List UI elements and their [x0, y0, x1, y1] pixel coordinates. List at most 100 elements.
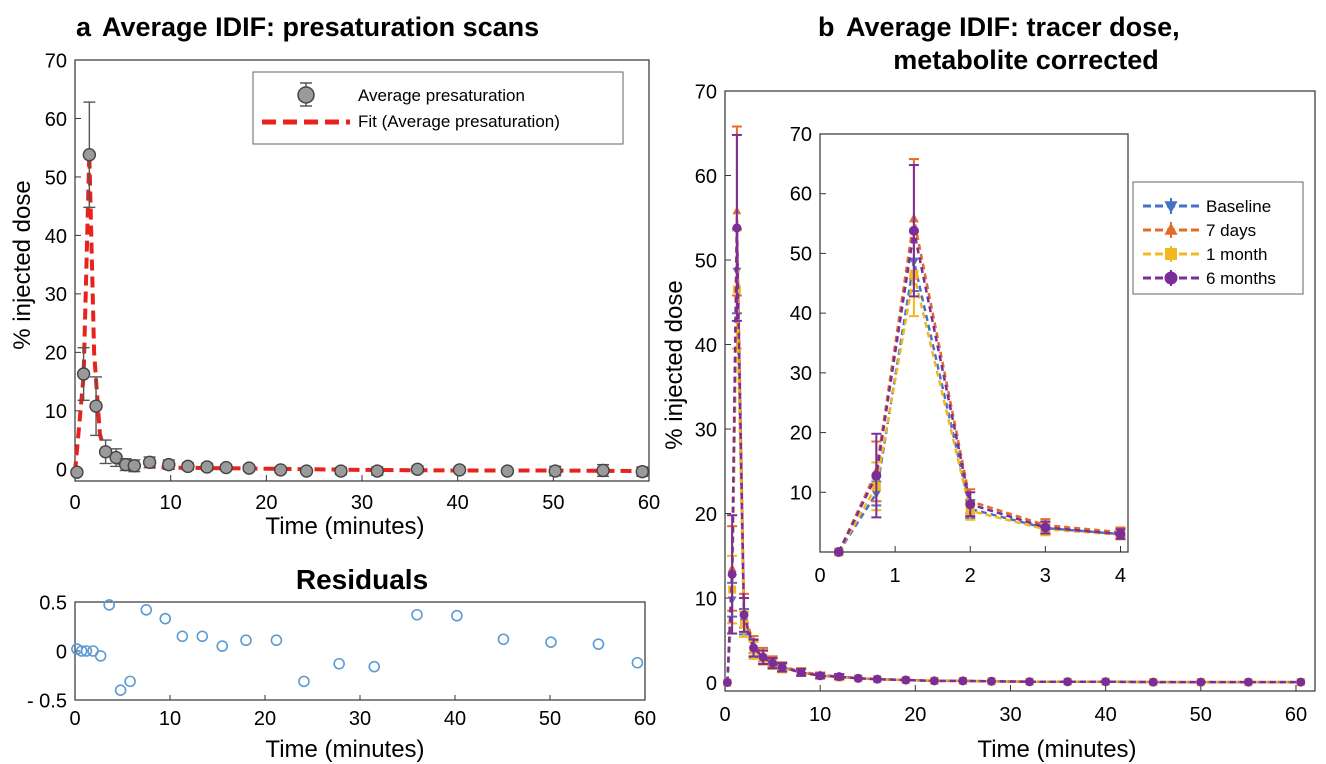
series-marker — [796, 667, 806, 677]
panel-b-title-line-2: metabolite corrected — [893, 45, 1159, 75]
panel-b-y-axis-label: % injected dose — [661, 280, 688, 449]
data-point — [299, 464, 314, 478]
residual-point — [631, 656, 644, 669]
legend-entry-fit: Fit (Average presaturation) — [358, 112, 560, 131]
series-marker — [722, 678, 732, 688]
data-point — [76, 367, 91, 381]
legend-label: 7 days — [1206, 221, 1256, 240]
panel-a-points — [70, 101, 650, 479]
y-tick-label: 50 — [45, 167, 67, 189]
y-tick-label: 0.5 — [39, 592, 67, 614]
series-marker — [727, 569, 737, 579]
series-marker — [732, 223, 742, 233]
data-point — [410, 462, 425, 477]
series-marker — [739, 610, 749, 620]
x-tick-label: 20 — [254, 708, 276, 730]
y-tick-label: 10 — [695, 588, 717, 610]
residual-point — [124, 675, 136, 688]
series-marker — [908, 225, 919, 236]
series-marker — [853, 673, 863, 683]
x-tick-label: 2 — [965, 565, 976, 587]
series-marker — [929, 676, 939, 686]
residual-point — [240, 634, 252, 647]
data-point — [334, 464, 348, 478]
y-tick-label: 60 — [790, 184, 812, 206]
residual-point — [451, 609, 463, 622]
series-marker — [871, 470, 882, 481]
data-point — [82, 148, 97, 162]
x-tick-label: 30 — [349, 708, 371, 730]
residual-point — [333, 657, 345, 670]
x-tick-label: 10 — [809, 704, 831, 726]
residual-point — [216, 640, 229, 652]
data-point — [70, 465, 84, 479]
inset-x-ticks: 0 1 2 3 4 — [814, 546, 1126, 587]
x-tick-label: 60 — [1285, 704, 1307, 726]
series-marker — [815, 671, 825, 681]
residuals-x-axis-label: Time (minutes) — [265, 736, 424, 763]
panel-b-x-axis-label: Time (minutes) — [977, 736, 1136, 763]
residual-point — [114, 684, 127, 697]
residual-point — [80, 645, 93, 657]
y-tick-label: 60 — [45, 109, 67, 131]
x-tick-label: 20 — [255, 492, 277, 514]
panel-a-letter: a — [76, 12, 92, 42]
data-point — [181, 459, 195, 474]
residual-point — [196, 630, 209, 643]
data-point — [635, 464, 650, 479]
series-marker — [1040, 522, 1051, 533]
y-tick-label: 20 — [790, 423, 812, 445]
legend-gray-marker — [297, 86, 315, 104]
x-tick-label: 50 — [539, 708, 561, 730]
x-tick-label: 60 — [634, 708, 656, 730]
panel-a-fit-line — [73, 153, 650, 474]
x-tick-label: 0 — [69, 492, 80, 514]
y-tick-label: 30 — [695, 419, 717, 441]
panel-a-y-ticks: 0 10 20 30 40 50 60 70 — [45, 50, 81, 482]
series-marker — [901, 675, 911, 685]
legend-label: Baseline — [1206, 197, 1271, 216]
data-point — [109, 450, 123, 465]
series-marker — [749, 643, 759, 653]
panel-a-y-axis-label: % injected dose — [9, 180, 36, 349]
inset-frame — [819, 133, 1129, 553]
residuals-y-ticks: - 0.5 0 0.5 — [27, 592, 80, 712]
legend-marker — [1164, 271, 1178, 285]
data-point — [548, 464, 562, 478]
data-point — [219, 460, 233, 475]
x-tick-label: 0 — [69, 708, 80, 730]
residual-point — [411, 608, 423, 621]
y-tick-label: 40 — [790, 303, 812, 325]
residual-point — [176, 630, 189, 643]
y-tick-label: 50 — [695, 250, 717, 272]
x-tick-label: 40 — [447, 492, 469, 514]
series-marker — [1296, 677, 1306, 687]
series-marker — [1148, 677, 1158, 687]
residual-point — [94, 650, 107, 662]
legend-label: 1 month — [1206, 245, 1267, 264]
x-tick-label: 4 — [1115, 565, 1126, 587]
x-tick-label: 30 — [999, 704, 1021, 726]
panel-a-plot: 0 10 20 30 40 50 60 0 10 20 30 40 50 60 70 Time (minu… — [9, 50, 660, 540]
series-marker — [833, 547, 844, 557]
x-tick-label: 40 — [444, 708, 466, 730]
panel-a-x-axis-label: Time (minutes) — [265, 513, 424, 540]
y-tick-label: 0 — [56, 641, 67, 663]
data-point — [452, 463, 467, 477]
residuals-title: Residuals — [296, 564, 428, 595]
x-tick-label: 3 — [1040, 565, 1051, 587]
series-marker — [958, 676, 968, 686]
series-marker — [768, 658, 778, 668]
residual-point — [75, 645, 88, 657]
series-marker — [1101, 677, 1111, 687]
panel-a-x-ticks: 0 10 20 30 40 50 60 — [69, 475, 660, 514]
series-marker — [986, 676, 996, 686]
y-tick-label: 70 — [45, 50, 67, 72]
data-point — [89, 399, 103, 413]
panel-a-title: Average IDIF: presaturation scans — [102, 12, 539, 42]
residual-point — [140, 604, 153, 616]
series-marker — [1115, 529, 1126, 540]
data-point — [242, 461, 256, 475]
data-point — [596, 463, 610, 478]
